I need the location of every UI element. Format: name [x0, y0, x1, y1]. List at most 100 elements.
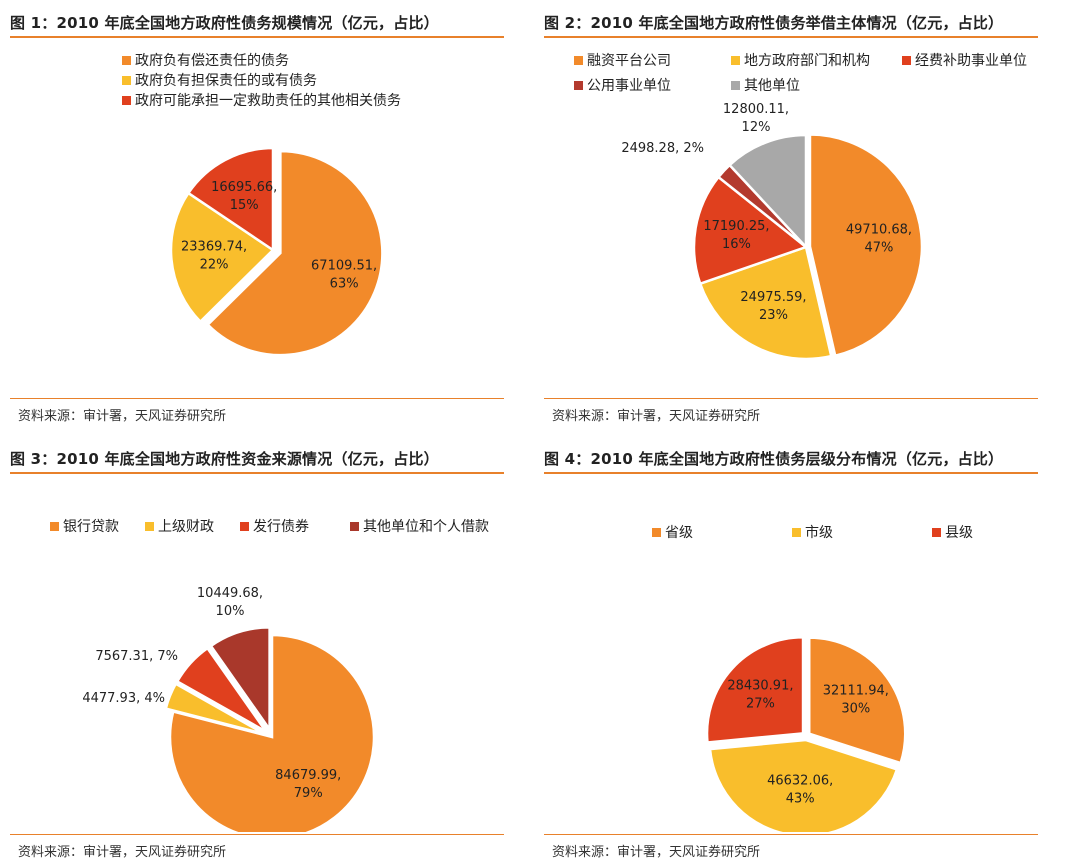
- data-label: 16%: [722, 237, 751, 252]
- source-note: 资料来源：审计署，天风证券研究所: [18, 845, 227, 860]
- legend-swatch: [902, 56, 911, 65]
- legend-swatch: [50, 522, 59, 531]
- pie-slice: [169, 191, 275, 324]
- data-label: 24975.59,: [740, 290, 806, 305]
- legend-swatch: [574, 81, 583, 90]
- source-rule: [544, 398, 1038, 399]
- source-note: 资料来源：审计署，天风证券研究所: [18, 409, 227, 424]
- legend-swatch: [145, 522, 154, 531]
- legend-label: 其他单位和个人借款: [363, 519, 489, 535]
- figure-title-text: 2010 年底全国地方政府性债务层级分布情况（亿元，占比）: [590, 450, 1004, 468]
- data-label: 4477.93, 4%: [82, 691, 165, 706]
- legend-label: 政府可能承担一定救助责任的其他相关债务: [135, 93, 401, 109]
- pie-chart-1: 政府负有偿还责任的债务政府负有担保责任的或有债务政府可能承担一定救助责任的其他相…: [10, 38, 504, 400]
- figure-number: 图 4：: [544, 450, 591, 468]
- legend: 省级 市级 县级: [652, 524, 973, 541]
- legend-label: 银行贷款: [63, 519, 119, 535]
- pie-slice: [205, 149, 384, 357]
- figure-number: 图 1：: [10, 14, 57, 32]
- data-label: 12800.11,: [723, 102, 789, 117]
- chart-panel-3: 图 3：2010 年底全国地方政府性资金来源情况（亿元，占比） 银行贷款 上级财政…: [10, 436, 504, 860]
- pie-svg: 省级 市级 县级 32111.94, 30% 46632.06, 43% 28430.91, 2…: [652, 524, 973, 838]
- data-label: 15%: [230, 198, 259, 213]
- pie-slice: [692, 175, 809, 286]
- legend-label: 融资平台公司: [587, 53, 671, 69]
- legend-label: 省级: [665, 525, 693, 541]
- pie-chart-2: 融资平台公司 地方政府部门和机构 经费补助事业单位 公用事业单位 其他单位 49710.6…: [544, 38, 1038, 400]
- pie-slice: [164, 682, 266, 736]
- pie-chart-4: 省级 市级 县级 32111.94, 30% 46632.06, 43% 28430.91, 2…: [544, 474, 1038, 838]
- legend-swatch: [731, 56, 740, 65]
- pie-chart-3: 银行贷款 上级财政 发行债券 其他单位和个人借款 84679.99, 79% 4477.93…: [10, 474, 504, 841]
- pie-slice: [209, 626, 271, 734]
- data-label: 27%: [746, 697, 775, 712]
- data-label: 32111.94,: [823, 684, 889, 699]
- figure-title-text: 2010 年底全国地方政府性资金来源情况（亿元，占比）: [56, 450, 439, 468]
- chart-title: 图 4：2010 年底全国地方政府性债务层级分布情况（亿元，占比）: [544, 448, 1038, 469]
- data-label: 2498.28, 2%: [621, 141, 704, 156]
- figure-number: 图 2：: [544, 14, 591, 32]
- legend-label: 公用事业单位: [587, 78, 671, 94]
- legend-label: 政府负有偿还责任的债务: [135, 53, 289, 69]
- data-label: 17190.25,: [703, 219, 769, 234]
- source-note: 资料来源：审计署，天风证券研究所: [552, 845, 761, 860]
- pie-slice: [168, 633, 376, 841]
- legend-swatch: [792, 528, 801, 537]
- pie-slice: [727, 133, 808, 251]
- data-label: 12%: [742, 120, 771, 135]
- chart-title: 图 1：2010 年底全国地方政府性债务规模情况（亿元，占比）: [10, 12, 504, 33]
- legend-label: 政府负有担保责任的或有债务: [135, 73, 317, 89]
- legend-label: 发行债券: [253, 519, 309, 535]
- pie-slice: [807, 636, 907, 765]
- pie-svg: 银行贷款 上级财政 发行债券 其他单位和个人借款 84679.99, 79% 4477.93…: [50, 519, 489, 841]
- title-rule: [10, 36, 504, 38]
- data-label: 63%: [330, 277, 359, 292]
- legend-swatch: [122, 76, 131, 85]
- pie-slice: [705, 636, 805, 744]
- title-rule: [544, 472, 1038, 474]
- pie-slice: [186, 146, 275, 253]
- data-label: 10449.68,: [197, 586, 263, 601]
- data-label: 30%: [841, 702, 870, 717]
- legend-swatch: [574, 56, 583, 65]
- figure-number: 图 3：: [10, 450, 57, 468]
- legend-label: 地方政府部门和机构: [744, 53, 870, 69]
- pie-slice: [808, 133, 924, 358]
- title-rule: [10, 472, 504, 474]
- legend-swatch: [122, 96, 131, 105]
- data-label: 28430.91,: [727, 679, 793, 694]
- data-label: 43%: [786, 792, 815, 807]
- pie-svg: 政府负有偿还责任的债务政府负有担保责任的或有债务政府可能承担一定救助责任的其他相…: [122, 53, 401, 357]
- data-label: 10%: [216, 604, 245, 619]
- legend: 政府负有偿还责任的债务政府负有担保责任的或有债务政府可能承担一定救助责任的其他相…: [122, 53, 401, 109]
- chart-title: 图 3：2010 年底全国地方政府性资金来源情况（亿元，占比）: [10, 448, 504, 469]
- data-label: 47%: [865, 241, 894, 256]
- pie-slice: [175, 646, 268, 733]
- legend-label: 县级: [945, 525, 973, 541]
- title-rule: [544, 36, 1038, 38]
- chart-panel-1: 图 1：2010 年底全国地方政府性债务规模情况（亿元，占比） 政府负有偿还责任…: [10, 0, 504, 424]
- data-label: 16695.66,: [211, 180, 277, 195]
- legend-swatch: [240, 522, 249, 531]
- chart-panel-4: 图 4：2010 年底全国地方政府性债务层级分布情况（亿元，占比） 省级 市级 县级…: [544, 436, 1038, 860]
- legend-swatch: [350, 522, 359, 531]
- data-label: 67109.51,: [311, 259, 377, 274]
- legend-label: 市级: [805, 524, 833, 541]
- figure-title-text: 2010 年底全国地方政府性债务规模情况（亿元，占比）: [56, 14, 439, 32]
- chart-panel-2: 图 2：2010 年底全国地方政府性债务举借主体情况（亿元，占比） 融资平台公司…: [544, 0, 1038, 424]
- pie-slice: [698, 245, 833, 361]
- legend-swatch: [932, 528, 941, 537]
- legend-label: 经费补助事业单位: [915, 53, 1027, 69]
- source-rule: [544, 834, 1038, 835]
- legend-label: 上级财政: [158, 519, 214, 535]
- source-note: 资料来源：审计署，天风证券研究所: [552, 409, 761, 424]
- legend-swatch: [652, 528, 661, 537]
- data-label: 46632.06,: [767, 774, 833, 789]
- source-rule: [10, 834, 504, 835]
- data-label: 84679.99,: [275, 768, 341, 783]
- data-label: 22%: [200, 257, 229, 272]
- data-label: 23%: [759, 308, 788, 323]
- data-label: 49710.68,: [846, 223, 912, 238]
